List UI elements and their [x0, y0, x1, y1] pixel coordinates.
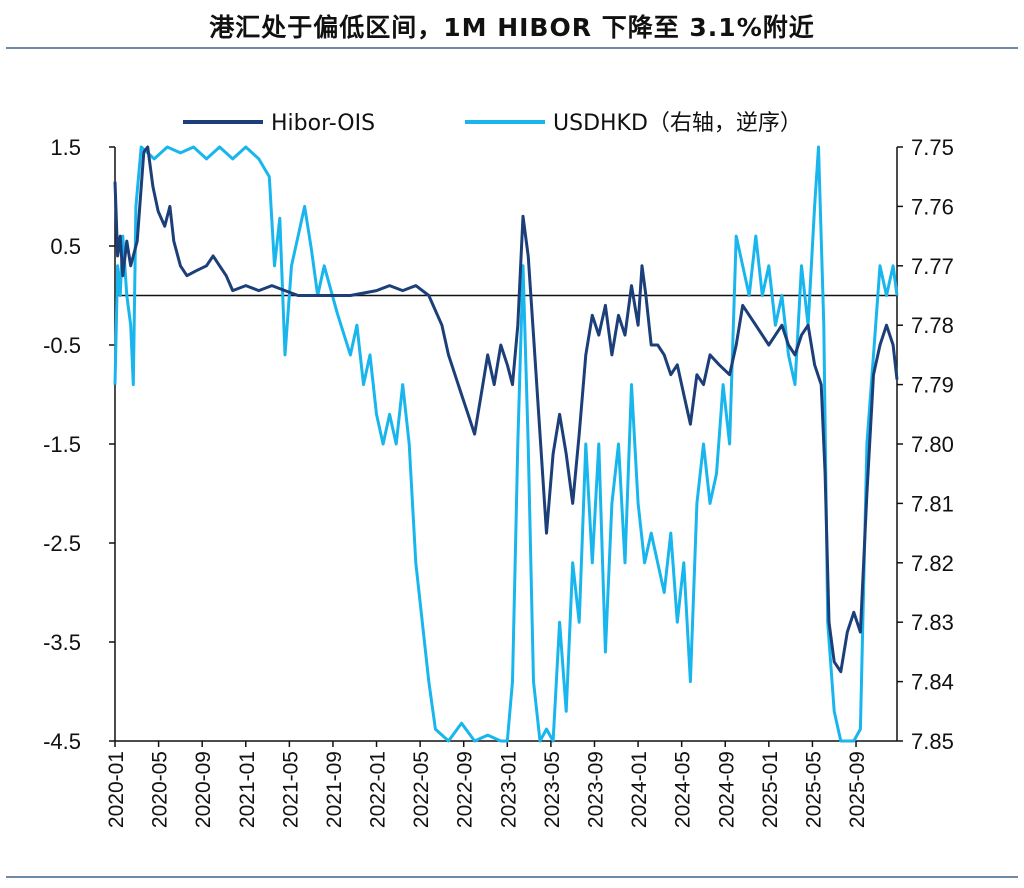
x-tick-label: 2023-01	[497, 751, 520, 828]
right-tick-label: 7.80	[911, 432, 954, 457]
x-tick-label: 2025-05	[802, 751, 825, 828]
legend: Hibor-OIS USDHKD（右轴，逆序）	[183, 111, 802, 136]
x-tick-label: 2020-01	[105, 751, 128, 828]
x-tick-label: 2025-01	[759, 751, 782, 828]
left-tick-label: -0.5	[43, 333, 81, 358]
right-tick-label: 7.78	[911, 313, 954, 338]
x-tick-label: 2021-09	[323, 751, 346, 828]
left-axis-ticks: 1.5 0.5 -0.5 -1.5 -2.5 -3.5 -4.5	[43, 135, 115, 754]
right-axis-ticks: 7.75 7.76 7.77 7.78 7.79 7.80 7.81 7.82 7.83 7.84…	[897, 135, 954, 754]
right-tick-label: 7.81	[911, 491, 954, 516]
left-tick-label: 0.5	[50, 234, 81, 259]
x-tick-label: 2022-05	[410, 751, 433, 828]
chart-title: 港汇处于偏低区间，1M HIBOR 下降至 3.1%附近	[209, 13, 815, 42]
x-tick-label: 2024-05	[672, 751, 695, 828]
x-tick-label: 2024-09	[715, 751, 738, 828]
x-tick-label: 2023-09	[584, 751, 607, 828]
x-tick-label: 2023-05	[541, 751, 564, 828]
left-tick-label: -2.5	[43, 531, 81, 556]
x-tick-label: 2022-09	[454, 751, 477, 828]
right-tick-label: 7.85	[911, 729, 954, 754]
x-tick-label: 2020-09	[192, 751, 215, 828]
left-tick-label: -3.5	[43, 630, 81, 655]
right-tick-label: 7.76	[911, 194, 954, 219]
x-tick-label: 2020-05	[149, 751, 172, 828]
x-tick-label: 2025-09	[846, 751, 869, 828]
legend-hibor-ois-label: Hibor-OIS	[271, 111, 375, 136]
x-tick-label: 2021-01	[236, 751, 259, 828]
usdhkd-line	[113, 145, 899, 743]
x-tick-label: 2024-01	[628, 751, 651, 828]
series-lines	[113, 145, 899, 743]
x-tick-label: 2022-01	[367, 751, 390, 828]
right-tick-label: 7.79	[911, 373, 954, 398]
bottom-rule	[6, 876, 1018, 878]
left-tick-label: -4.5	[43, 729, 81, 754]
left-tick-label: 1.5	[50, 135, 81, 160]
x-axis-ticks: 2020-01 2020-05 2020-09 2021-01 2021-05 2021-…	[105, 741, 869, 828]
legend-usdhkd-label: USDHKD（右轴，逆序）	[553, 111, 802, 136]
right-tick-label: 7.82	[911, 551, 954, 576]
left-tick-label: -1.5	[43, 432, 81, 457]
right-tick-label: 7.84	[911, 670, 954, 695]
right-tick-label: 7.77	[911, 254, 954, 279]
hibor-ois-line	[113, 145, 899, 674]
right-tick-label: 7.75	[911, 135, 954, 160]
x-tick-label: 2021-05	[279, 751, 302, 828]
top-rule	[6, 47, 1018, 49]
right-tick-label: 7.83	[911, 610, 954, 635]
axes	[114, 147, 898, 742]
